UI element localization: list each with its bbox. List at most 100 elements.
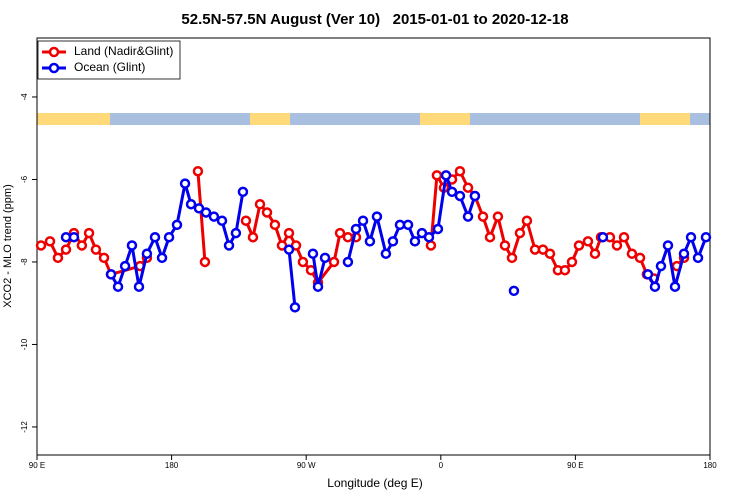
data-point [597,231,609,243]
data-point [692,252,704,264]
data-point [499,240,511,251]
x-tick-label: 180 [703,461,717,470]
data-point [454,190,466,202]
data-point [283,244,295,255]
data-point [171,219,183,231]
data-point [669,281,681,292]
data-point [618,231,630,243]
legend-label: Land (Nadir&Glint) [74,44,173,58]
data-point [297,256,309,268]
data-point [60,244,72,255]
data-point [269,219,281,231]
data-point [462,211,474,222]
data-point [521,215,533,226]
chart-title: 52.5N-57.5N August (Ver 10) 2015-01-01 t… [181,11,568,28]
y-tick-label: -8 [20,258,29,266]
data-point [342,231,354,243]
data-point [200,207,212,218]
data-point [216,215,228,226]
y-tick-label: -4 [20,93,29,101]
legend-marker [48,62,60,74]
data-point [254,198,266,210]
data-point [247,231,259,243]
data-point [223,240,235,251]
data-point [357,215,369,226]
data-point [425,240,437,251]
data-point [678,248,690,259]
data-point [119,260,131,272]
map-strip [37,113,710,125]
data-point [589,248,601,259]
data-point [76,240,88,251]
y-tick-label: -6 [20,175,29,183]
data-point [342,256,354,268]
data-point [371,211,383,222]
data-point [179,178,191,189]
data-point [68,231,80,243]
data-point [446,186,458,198]
ocean-strip [470,113,640,125]
data-point [133,281,145,292]
y-tick-label: -12 [20,421,29,433]
data-point [402,219,414,231]
data-point [289,302,301,313]
data-point [112,281,124,292]
data-point [307,248,319,259]
data-point [44,236,56,247]
data-point [566,256,578,268]
data-point [83,227,95,239]
data-point [261,207,273,218]
data-point [573,240,585,251]
data-point [192,165,204,177]
data-point [328,256,340,268]
data-point [700,231,712,243]
data-point [387,236,399,247]
data-point [163,231,175,243]
data-point [462,182,474,193]
data-point [469,190,481,202]
data-point [141,248,153,259]
data-point [105,269,117,280]
data-point [626,248,638,259]
data-point [230,227,242,239]
data-point [508,285,520,297]
data-point [126,240,138,251]
data-point [423,231,435,243]
x-tick-label: 90 W [297,461,316,470]
data-point [454,165,466,177]
x-tick-label: 90 E [567,461,583,470]
data-point [685,231,697,243]
data-point [90,244,102,255]
data-point [199,256,211,268]
data-point [283,227,295,239]
data-point [52,252,64,264]
data-point [380,248,392,259]
data-point [431,170,443,181]
data-point [185,198,197,210]
data-point [237,186,249,198]
x-tick-label: 90 E [29,461,45,470]
data-point [409,236,421,247]
data-point [312,281,324,292]
y-axis-label: XCO2 - MLO trend (ppm) [2,184,14,307]
ocean-strip [110,113,250,125]
data-point [611,240,623,251]
data-point [506,252,518,264]
data-point [350,223,362,235]
data-point [559,264,571,276]
legend [37,40,181,80]
data-point [364,236,376,247]
data-point [440,170,452,181]
data-point [492,211,504,222]
data-point [149,231,161,243]
data-point [642,269,654,280]
x-axis-label: Longitude (deg E) [327,476,422,490]
data-point [35,240,47,251]
legend-label: Ocean (Glint) [74,60,145,74]
data-point [634,252,646,264]
data-point [240,215,252,226]
data-point [334,227,346,239]
x-tick-label: 0 [439,461,444,470]
data-point [319,252,331,264]
